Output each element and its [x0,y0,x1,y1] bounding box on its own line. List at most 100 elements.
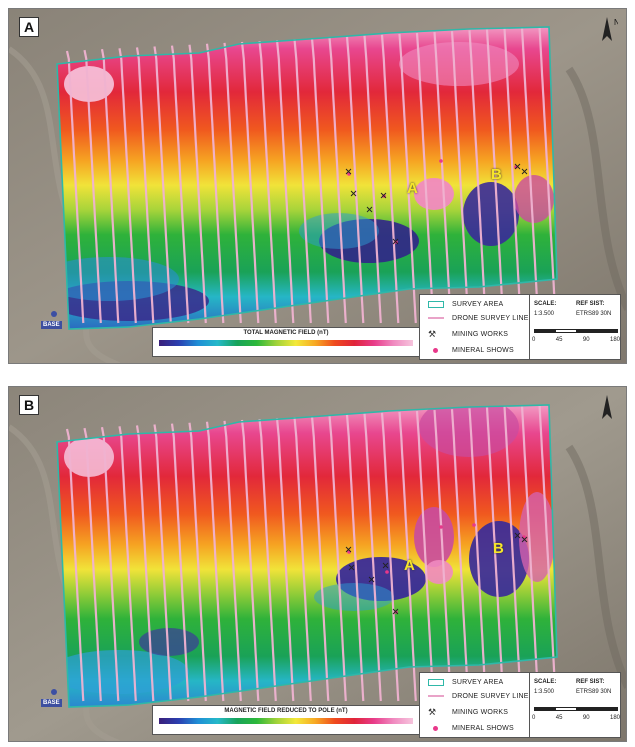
survey-line [170,423,190,702]
legend-a-survey-area: SURVEY AREA [428,298,503,310]
survey-line [275,40,295,324]
colorbar-b-gradient [159,718,413,724]
survey-line [415,32,435,324]
survey-line [170,45,190,324]
mining-works-a [345,163,528,245]
survey-line-icon [428,317,444,319]
survey-line [363,35,382,324]
survey-area-icon [428,300,444,308]
survey-area-icon [428,678,444,686]
survey-line [223,42,242,324]
survey-line [520,27,540,324]
survey-line [328,415,347,702]
survey-line [205,43,225,324]
mineral-show-icon [433,347,438,353]
survey-line [538,404,557,702]
legend-a-mining-works: ⚒ MINING WORKS [428,328,509,339]
legend-b: SURVEY AREA DRONE SURVEY LINES ⚒ MINING … [419,672,537,738]
legend-b-survey-area: SURVEY AREA [428,676,503,688]
survey-line [118,426,137,702]
anomaly-label-a-panel-a: A [407,180,418,197]
base-marker-b [51,689,57,695]
legend-b-mining-works: ⚒ MINING WORKS [428,706,509,717]
survey-line [468,408,487,702]
panel-a-letter: A [19,17,39,37]
legend-a: SURVEY AREA DRONE SURVEY LINES ⚒ MINING … [419,294,537,360]
survey-line [275,418,295,702]
survey-area-outline-b [56,404,558,708]
base-label-a: BASE [41,321,62,329]
panel-b-letter: B [19,395,39,415]
legend-b-drone-lines: DRONE SURVEY LINES [428,690,534,702]
survey-line [485,29,505,324]
scale-box-a: SCALE: 1:3.500 REF SIST: ETRS89 30N 0 45… [529,294,621,360]
survey-line [380,34,400,324]
survey-line [345,414,365,702]
survey-line [450,409,470,702]
map-b-canvas [9,387,626,741]
colorbar-a-gradient [159,340,413,346]
base-marker-a [51,311,57,317]
survey-line [398,33,417,324]
survey-line [433,32,452,324]
north-arrow-icon: N [602,17,618,41]
map-panel-b: B A B BASE MAGNETIC FIELD REDUCED TO POL… [8,386,627,742]
survey-line [503,28,522,324]
survey-line [468,30,487,324]
survey-line [293,39,312,324]
survey-line [153,46,172,324]
survey-line [258,40,277,324]
survey-line [415,410,435,702]
mining-works-icon: ⚒ [428,706,437,717]
drone-survey-lines-a [65,26,557,324]
map-panel-a: A N A B BASE TOTAL MAGNETIC FIELD (nT) S… [8,8,627,364]
base-label-b: BASE [41,699,62,707]
scale-bar-b [534,707,618,711]
north-arrow-icon-b [602,395,612,419]
map-a-canvas [9,9,626,363]
legend-b-mineral-shows: MINERAL SHOWS [428,722,514,734]
survey-line [398,411,417,702]
survey-line [100,49,120,324]
survey-line [205,421,225,702]
survey-line [293,417,312,702]
survey-line [363,413,382,702]
survey-line [485,407,505,702]
survey-line [118,48,137,324]
survey-line [188,422,207,702]
survey-line [188,44,207,324]
colorbar-a-title: TOTAL MAGNETIC FIELD (nT) [243,330,329,336]
survey-line [135,425,155,702]
survey-line [240,419,260,702]
anomaly-label-b-panel-a: B [491,166,502,183]
legend-a-drone-lines: DRONE SURVEY LINES [428,312,534,324]
survey-line-icon [428,695,444,697]
survey-line [135,47,155,324]
survey-line [223,420,242,702]
survey-line [65,50,85,324]
survey-line [240,41,260,324]
legend-a-mineral-shows: MINERAL SHOWS [428,344,514,356]
north-label: N [614,18,618,27]
survey-line [345,36,365,324]
survey-line [520,405,540,702]
survey-line [153,424,172,702]
survey-area-outline-a [56,26,558,330]
survey-line [450,31,470,324]
drone-survey-lines-b [65,404,557,702]
colorbar-a: TOTAL MAGNETIC FIELD (nT) [152,327,420,357]
survey-line [310,416,330,702]
survey-line [380,412,400,702]
mineral-show-icon [433,725,438,731]
survey-line [258,418,277,702]
scale-box-b: SCALE: 1:3.500 REF SIST: ETRS89 30N 0 45… [529,672,621,738]
survey-line [65,428,85,702]
survey-line [83,49,102,324]
anomaly-label-a-panel-b: A [404,557,415,574]
survey-line [310,38,330,324]
survey-line [538,26,557,324]
survey-line [503,406,522,702]
mining-works-icon: ⚒ [428,328,437,339]
colorbar-b: MAGNETIC FIELD REDUCED TO POLE (nT) [152,705,420,735]
survey-line [100,427,120,702]
